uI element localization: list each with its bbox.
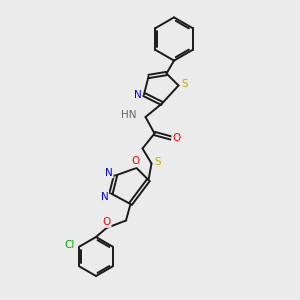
Text: N: N: [100, 191, 108, 202]
Text: S: S: [155, 157, 161, 167]
Text: Cl: Cl: [64, 240, 75, 250]
Text: N: N: [134, 89, 141, 100]
Text: HN: HN: [121, 110, 136, 120]
Text: O: O: [172, 133, 181, 143]
Text: N: N: [105, 167, 113, 178]
Text: O: O: [131, 156, 139, 167]
Text: O: O: [102, 217, 111, 227]
Text: S: S: [182, 79, 188, 89]
